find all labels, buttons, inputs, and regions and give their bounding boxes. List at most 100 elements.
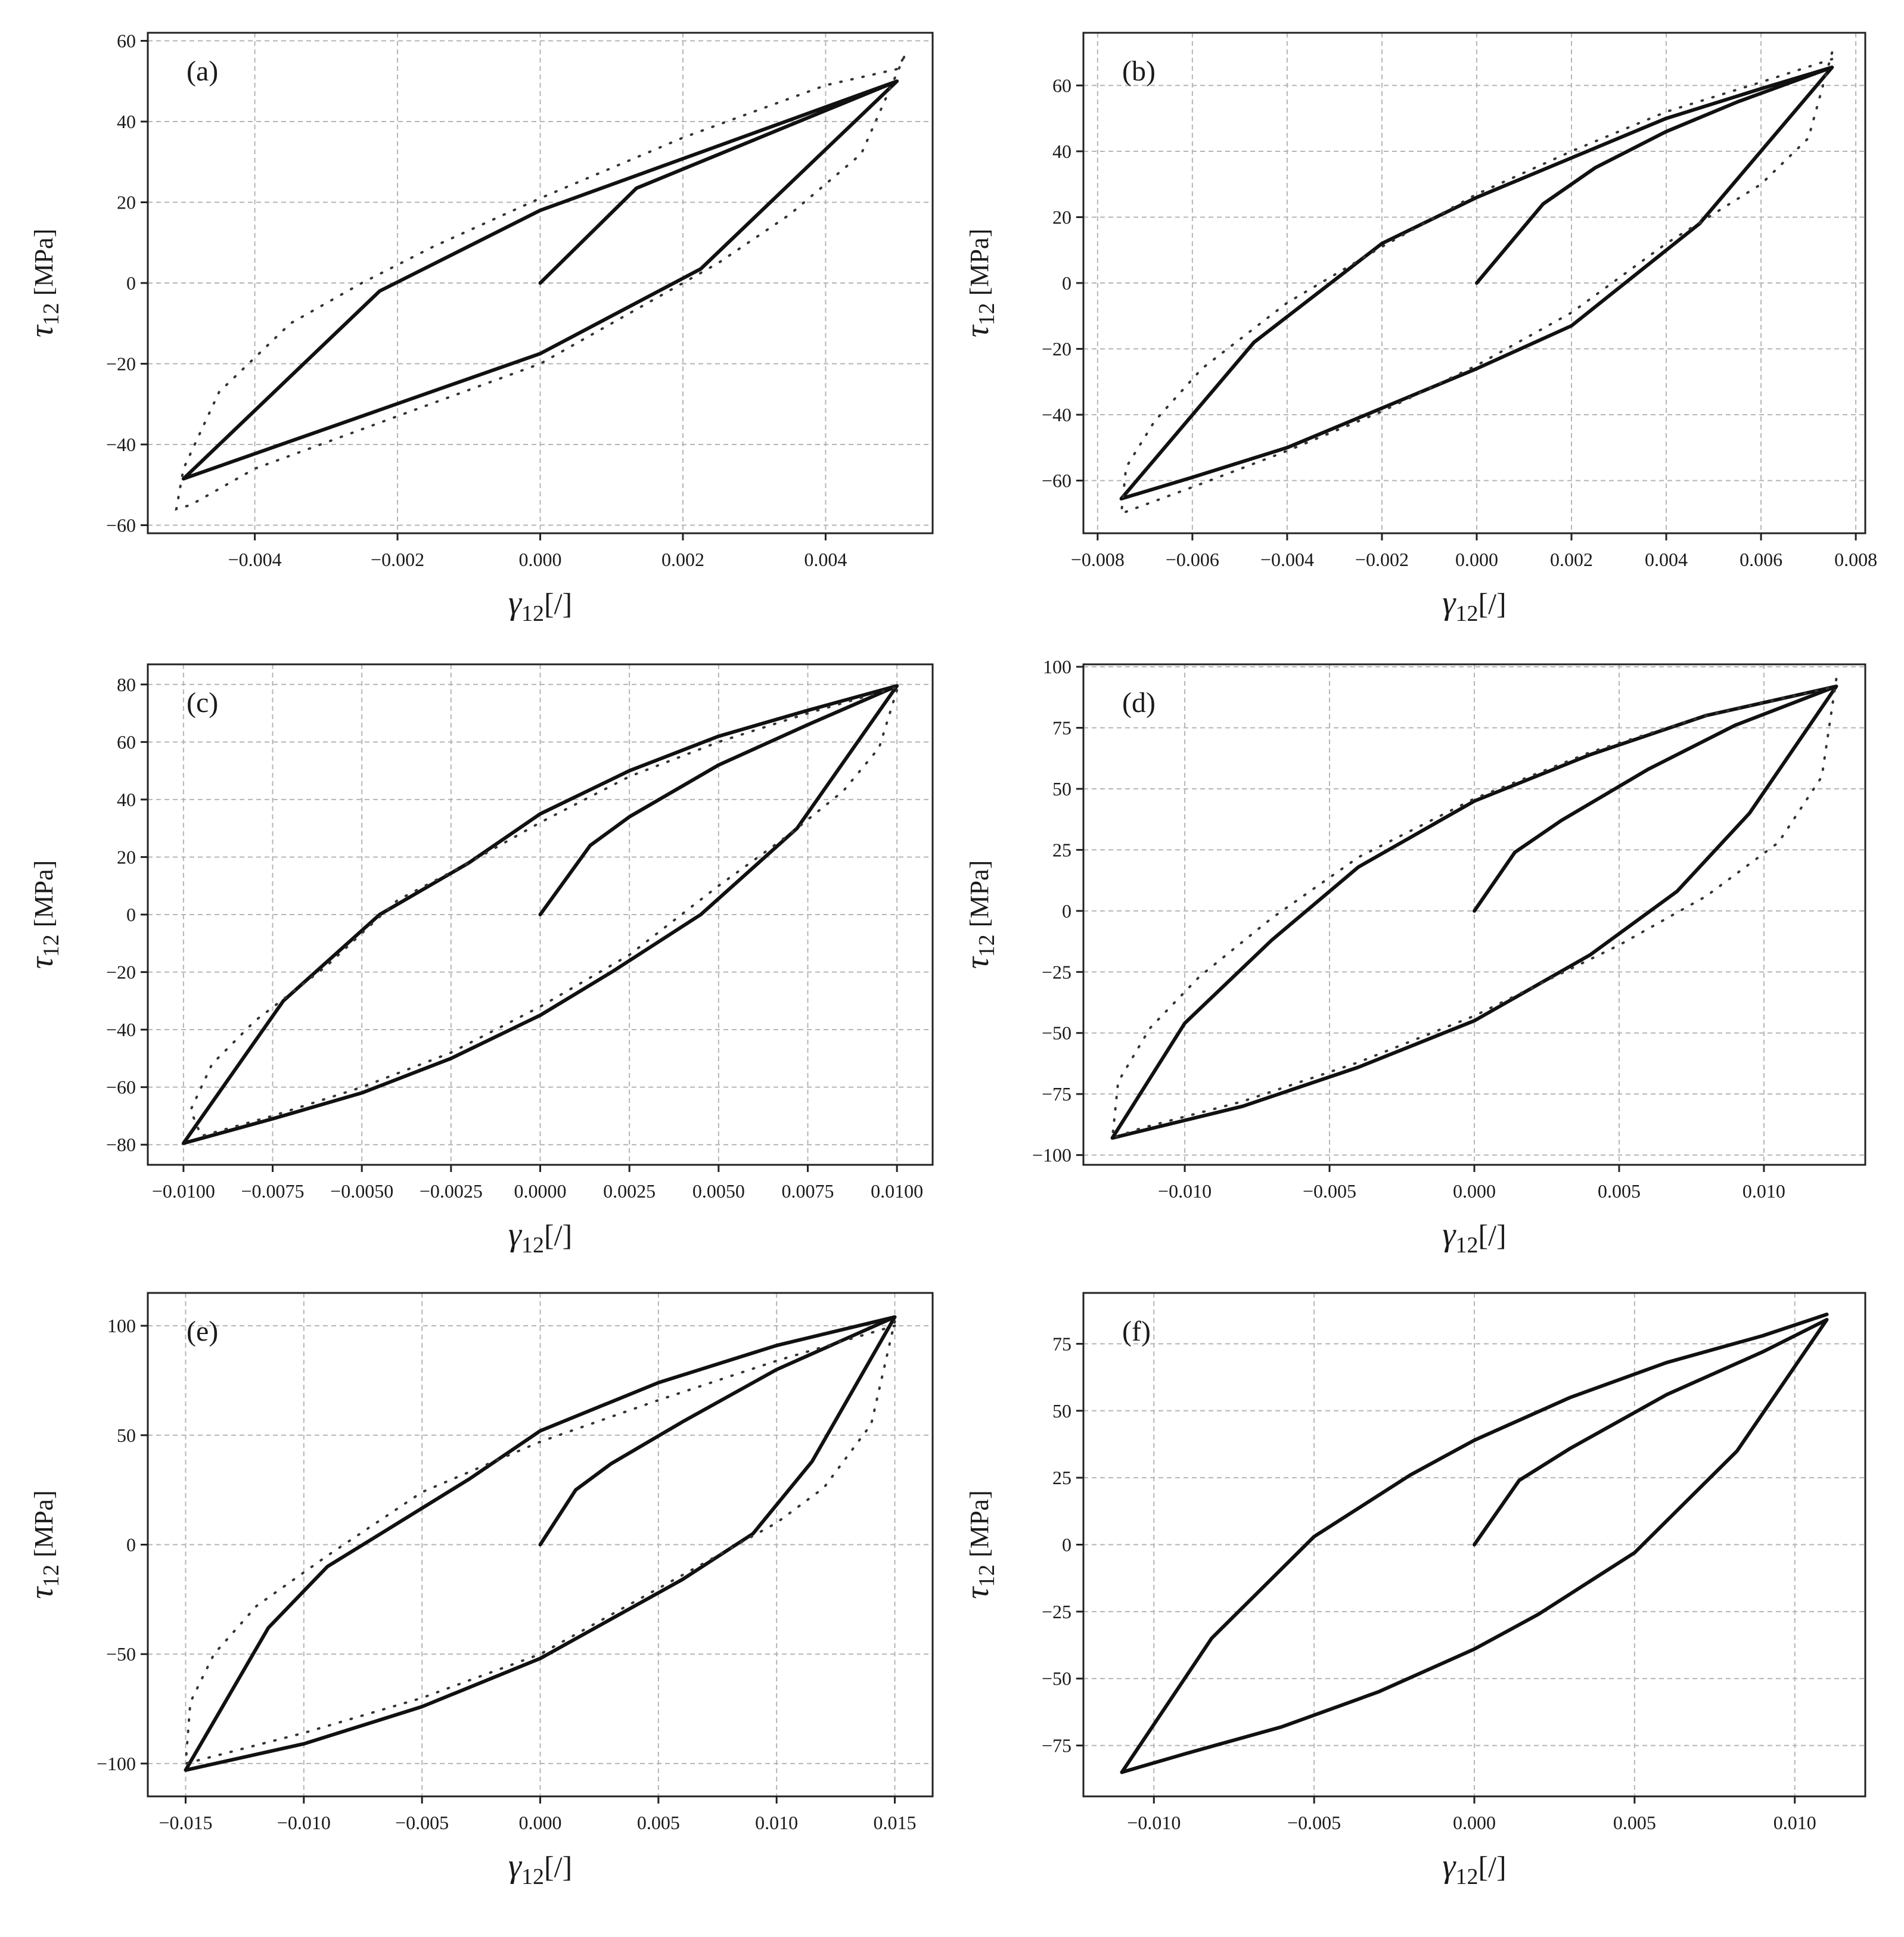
x-axis-unit: [/] <box>544 587 572 620</box>
y-tick-label: −60 <box>106 1077 136 1098</box>
y-tick-label: −20 <box>106 962 136 983</box>
y-tick-label: −25 <box>1042 1601 1071 1622</box>
x-tick-label: 0.010 <box>755 1812 798 1833</box>
x-tick-label: 0.010 <box>1773 1812 1816 1833</box>
x-tick-label: −0.006 <box>1166 549 1219 570</box>
x-tick-label: −0.002 <box>1355 549 1409 570</box>
x-tick-label: 0.000 <box>519 1812 562 1833</box>
y-tick-label: −75 <box>1042 1735 1071 1756</box>
y-tick-label: 0 <box>126 904 136 925</box>
x-tick-label: −0.0075 <box>241 1180 304 1202</box>
x-axis-subscript: 12 <box>1455 1864 1478 1889</box>
y-tick-label: 40 <box>1052 141 1071 162</box>
y-tick-label: 100 <box>107 1315 136 1336</box>
panel-label: (c) <box>187 687 218 719</box>
x-axis-label: γ12[/] <box>1442 1848 1506 1889</box>
y-tick-label: −80 <box>106 1134 136 1155</box>
y-tick-label: −50 <box>106 1643 136 1665</box>
x-tick-label: −0.005 <box>1287 1812 1341 1833</box>
y-tick-label: 0 <box>126 272 136 294</box>
x-tick-label: −0.008 <box>1071 549 1125 570</box>
y-tick-label: 75 <box>1052 717 1071 739</box>
y-tick-label: 60 <box>117 731 136 753</box>
y-tick-label: 25 <box>1052 1467 1071 1488</box>
x-tick-label: 0.005 <box>637 1812 680 1833</box>
y-tick-label: −20 <box>1042 338 1071 360</box>
x-tick-label: −0.002 <box>371 549 424 570</box>
x-axis-unit: [/] <box>1478 587 1506 620</box>
chart-panel-3: −0.010 −0.005 0.000 0.005 0.010 −100 −75 −50 −25… <box>959 656 1866 1258</box>
y-tick-label: 40 <box>117 789 136 810</box>
x-tick-label: 0.0050 <box>692 1180 745 1202</box>
x-axis-symbol: γ <box>1442 1216 1456 1253</box>
series-experiment <box>189 686 899 1138</box>
x-tick-label: −0.010 <box>277 1812 331 1833</box>
x-tick-label: −0.0025 <box>420 1180 483 1202</box>
series-model <box>184 1315 897 1772</box>
y-tick-label: −40 <box>106 1019 136 1040</box>
y-tick-label: 25 <box>1052 839 1071 860</box>
y-tick-label: −100 <box>1032 1145 1071 1166</box>
y-tick-label: 0 <box>1062 900 1071 922</box>
chart-panel-2: −0.0100 −0.0075 −0.0050 −0.0025 0.0000 0.0025… <box>23 663 934 1258</box>
y-axis-subscript: 12 <box>974 1565 999 1587</box>
x-tick-label: 0.002 <box>1550 549 1593 570</box>
y-tick-label: −50 <box>1042 1022 1071 1044</box>
panel-label: (b) <box>1122 55 1156 87</box>
y-tick-label: 20 <box>117 192 136 213</box>
chart-panel-1: −0.008 −0.006 −0.004 −0.002 0.000 0.002 0.004 0… <box>959 32 1877 626</box>
x-tick-label: −0.015 <box>159 1812 212 1833</box>
x-tick-label: 0.0025 <box>603 1180 656 1202</box>
y-axis-symbol: τ <box>23 956 60 969</box>
y-axis-symbol: τ <box>959 324 996 337</box>
y-tick-label: 0 <box>1062 1534 1071 1556</box>
x-axis-subscript: 12 <box>1455 1233 1478 1258</box>
x-axis-unit: [/] <box>1478 1218 1506 1252</box>
series-model <box>1110 684 1838 1140</box>
series-experiment <box>184 1320 896 1765</box>
y-tick-label: −60 <box>1042 470 1071 492</box>
series-model <box>181 79 899 481</box>
y-tick-label: −60 <box>106 514 136 536</box>
panel-label: (e) <box>187 1316 218 1347</box>
x-axis-subscript: 12 <box>521 1233 544 1258</box>
x-tick-label: 0.0075 <box>781 1180 834 1202</box>
x-tick-label: −0.0100 <box>152 1180 215 1202</box>
x-tick-label: 0.005 <box>1598 1180 1641 1202</box>
y-axis-subscript: 12 <box>39 934 64 957</box>
y-axis-label: τ12 [MPa] <box>959 1490 999 1599</box>
panel-label: (a) <box>187 55 218 87</box>
y-tick-label: 50 <box>1052 1400 1071 1422</box>
series-model <box>1120 1313 1829 1774</box>
x-axis-symbol: γ <box>508 1848 523 1885</box>
y-axis-subscript: 12 <box>974 303 999 325</box>
y-axis-label: τ12 [MPa] <box>23 860 64 969</box>
series-experiment <box>1120 51 1834 515</box>
x-tick-label: −0.004 <box>228 549 282 570</box>
y-axis-symbol: τ <box>23 1586 60 1599</box>
x-axis-symbol: γ <box>508 584 523 621</box>
y-tick-label: 20 <box>117 846 136 868</box>
y-axis-symbol: τ <box>959 1586 996 1599</box>
y-tick-label: −75 <box>1042 1083 1071 1105</box>
y-axis-label: τ12 [MPa] <box>959 229 999 337</box>
x-axis-label: γ12[/] <box>508 1216 572 1258</box>
x-axis-subscript: 12 <box>1455 601 1478 626</box>
x-tick-label: 0.004 <box>804 549 847 570</box>
chart-panel-0: −0.004 −0.002 0.000 0.002 0.004 −60 −40 −20 0 20 4… <box>23 30 934 626</box>
y-tick-label: 50 <box>117 1425 136 1446</box>
y-tick-label: 0 <box>1062 272 1071 294</box>
series-model <box>181 684 899 1145</box>
x-axis-symbol: γ <box>508 1216 523 1253</box>
y-axis-label: τ12 [MPa] <box>23 229 64 337</box>
x-tick-label: −0.005 <box>1303 1180 1356 1202</box>
y-axis-symbol: τ <box>959 956 996 969</box>
y-tick-label: 75 <box>1052 1333 1071 1354</box>
y-tick-label: 20 <box>1052 206 1071 228</box>
y-tick-label: −100 <box>97 1753 136 1774</box>
y-tick-label: 60 <box>1052 74 1071 96</box>
panel-label: (d) <box>1122 687 1156 719</box>
x-tick-label: 0.0000 <box>514 1180 567 1202</box>
x-tick-label: 0.0100 <box>871 1180 923 1202</box>
